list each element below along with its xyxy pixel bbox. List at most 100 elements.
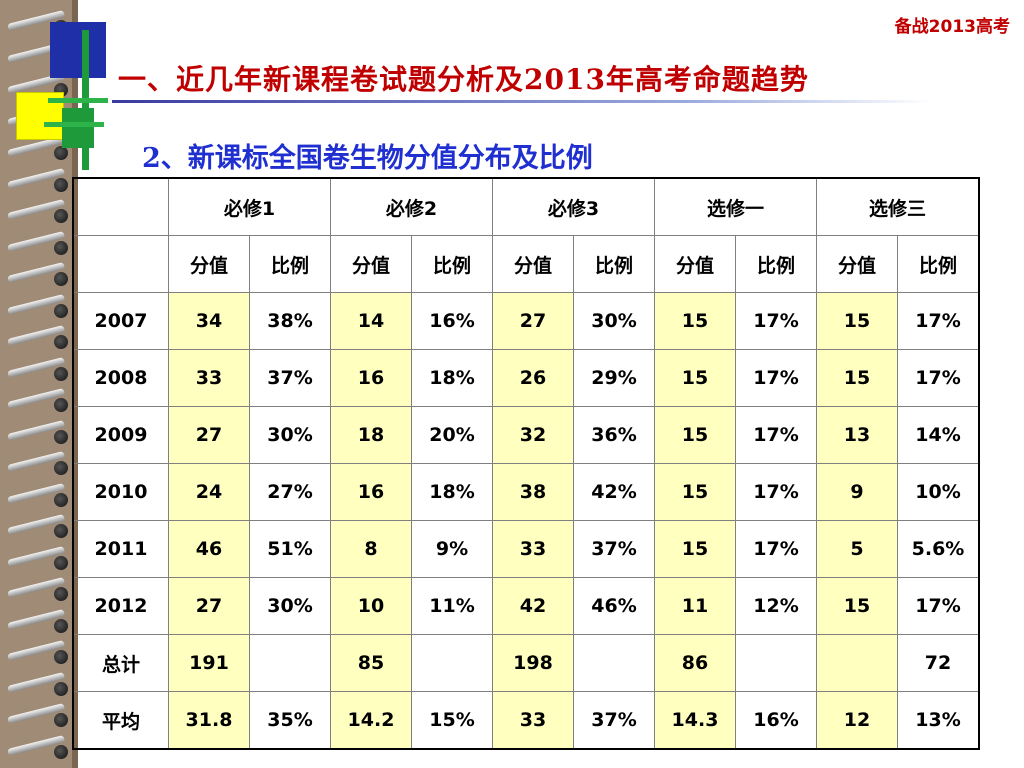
- ratio-cell: 17%: [897, 577, 980, 635]
- ratio-cell: 20%: [411, 406, 493, 464]
- corner-label: 备战2013高考: [894, 17, 1010, 37]
- ring-hole: [54, 398, 68, 412]
- table-row: 2012 27 30% 10 11% 42 46% 11 12% 15 17%: [72, 577, 980, 635]
- total-ratio-cell: [411, 634, 493, 692]
- ratio-cell: 17%: [735, 406, 817, 464]
- total-score-cell: 198: [492, 634, 574, 692]
- table-row: 2008 33 37% 16 18% 26 29% 15 17% 15 17%: [72, 349, 980, 407]
- binding-ring: [7, 608, 74, 637]
- score-cell: 14: [330, 292, 412, 350]
- ratio-cell: 42%: [573, 463, 655, 521]
- ratio-cell: 12%: [735, 577, 817, 635]
- score-cell: 27: [492, 292, 574, 350]
- ratio-cell: 17%: [897, 349, 980, 407]
- group-header: 必修2: [330, 177, 493, 236]
- ratio-cell: 17%: [735, 520, 817, 578]
- ring-hole: [54, 492, 68, 507]
- subheader-score: 分值: [492, 235, 574, 293]
- header-row: 必修1 必修2 必修3 选修一 选修三: [72, 177, 980, 236]
- total-score-cell: 86: [654, 634, 736, 692]
- ratio-cell: 30%: [249, 577, 331, 635]
- binding-ring: [7, 230, 74, 259]
- subheader-ratio: 比例: [897, 235, 980, 293]
- average-ratio-cell: 16%: [735, 691, 817, 750]
- binding-ring: [7, 482, 74, 511]
- subheader-score: 分值: [168, 235, 250, 293]
- score-cell: 15: [816, 577, 898, 635]
- subheader-ratio: 比例: [411, 235, 493, 293]
- subheader-row: 分值 比例 分值 比例 分值 比例 分值 比例 分值 比例: [72, 235, 980, 293]
- subheader-ratio: 比例: [735, 235, 817, 293]
- binding-ring: [7, 577, 74, 605]
- total-ratio-cell: 72: [897, 634, 980, 692]
- ratio-cell: 51%: [249, 520, 331, 578]
- average-ratio-cell: 37%: [573, 691, 655, 750]
- year-cell: 2008: [72, 349, 169, 407]
- binding-ring: [7, 199, 74, 227]
- ratio-cell: 5.6%: [897, 520, 980, 578]
- score-cell: 32: [492, 406, 574, 464]
- ratio-cell: 17%: [897, 292, 980, 350]
- binding-ring: [7, 136, 74, 164]
- ratio-cell: 29%: [573, 349, 655, 407]
- binding-ring: [7, 451, 74, 479]
- average-score-cell: 14.3: [654, 691, 736, 750]
- score-cell: 16: [330, 349, 412, 407]
- score-cell: 24: [168, 463, 250, 521]
- average-score-cell: 31.8: [168, 691, 250, 750]
- binding-ring: [7, 388, 74, 416]
- total-ratio-cell: [735, 634, 817, 692]
- table-row: 2007 34 38% 14 16% 27 30% 15 17% 15 17%: [72, 292, 980, 350]
- total-score-cell: 85: [330, 634, 412, 692]
- score-cell: 15: [816, 292, 898, 350]
- ratio-cell: 36%: [573, 406, 655, 464]
- ring-hole: [54, 587, 68, 601]
- table-row: 2011 46 51% 8 9% 33 37% 15 17% 5 5.6%: [72, 520, 980, 578]
- total-score-cell: [816, 634, 898, 692]
- average-row: 平均 31.8 35% 14.2 15% 33 37% 14.3 16% 12 13%: [72, 691, 980, 750]
- total-score-cell: 191: [168, 634, 250, 692]
- title-underline: [112, 100, 932, 103]
- score-cell: 15: [654, 292, 736, 350]
- ratio-cell: 9%: [411, 520, 493, 578]
- slide-subtitle: 2、新课标全国卷生物分值分布及比例: [142, 143, 593, 174]
- blue-square: [50, 22, 106, 78]
- green-horizontal-bar-2: [44, 122, 104, 127]
- average-ratio-cell: 13%: [897, 691, 980, 750]
- ratio-cell: 30%: [573, 292, 655, 350]
- year-cell: 2012: [72, 577, 169, 635]
- total-label: 总计: [72, 634, 169, 692]
- score-cell: 34: [168, 292, 250, 350]
- binding-ring: [7, 167, 74, 196]
- ring-hole: [54, 744, 68, 759]
- ratio-cell: 16%: [411, 292, 493, 350]
- binding-ring: [7, 325, 74, 353]
- ratio-cell: 38%: [249, 292, 331, 350]
- average-score-cell: 14.2: [330, 691, 412, 750]
- binding-ring: [7, 356, 74, 385]
- score-cell: 13: [816, 406, 898, 464]
- ratio-cell: 37%: [573, 520, 655, 578]
- score-cell: 5: [816, 520, 898, 578]
- average-ratio-cell: 15%: [411, 691, 493, 750]
- binding-ring: [7, 419, 74, 448]
- ratio-cell: 17%: [735, 463, 817, 521]
- total-row: 总计 191 85 198 86 72: [72, 634, 980, 692]
- ring-hole: [54, 209, 68, 223]
- group-header: 必修3: [492, 177, 655, 236]
- binding-ring: [7, 545, 74, 574]
- ratio-cell: 17%: [735, 292, 817, 350]
- binding-ring: [7, 640, 74, 668]
- score-cell: 27: [168, 406, 250, 464]
- ratio-cell: 46%: [573, 577, 655, 635]
- score-cell: 38: [492, 463, 574, 521]
- ratio-cell: 30%: [249, 406, 331, 464]
- average-score-cell: 33: [492, 691, 574, 750]
- binding-ring: [7, 514, 74, 542]
- ring-hole: [54, 272, 68, 286]
- ratio-cell: 18%: [411, 349, 493, 407]
- ring-hole: [54, 335, 68, 349]
- score-cell: 18: [330, 406, 412, 464]
- ring-hole: [54, 366, 68, 381]
- score-cell: 27: [168, 577, 250, 635]
